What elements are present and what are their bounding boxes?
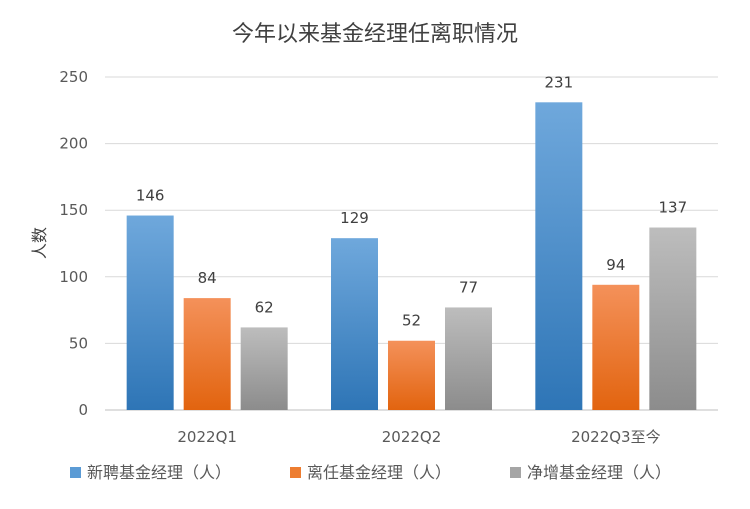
x-axis-ticks: 2022Q1 2022Q2 2022Q3至今 — [177, 428, 660, 446]
bar — [240, 327, 288, 410]
y-tick-label: 200 — [59, 135, 88, 153]
bar — [183, 298, 231, 410]
y-tick-label: 100 — [59, 268, 88, 286]
data-label: 52 — [402, 312, 421, 330]
y-tick-label: 250 — [59, 68, 88, 86]
bar — [126, 215, 174, 410]
y-tick-label: 150 — [59, 201, 88, 219]
data-label: 137 — [659, 199, 688, 217]
bar — [388, 340, 435, 410]
legend-label: 离任基金经理（人） — [307, 463, 451, 482]
data-label: 94 — [606, 256, 625, 274]
legend-swatch — [70, 467, 81, 478]
y-tick-label: 0 — [78, 401, 88, 419]
x-tick-label: 2022Q2 — [382, 428, 442, 446]
data-label: 146 — [136, 187, 165, 205]
y-axis-ticks: 0 50 100 150 200 250 — [59, 68, 88, 419]
x-tick-label: 2022Q3至今 — [571, 428, 661, 446]
data-label: 231 — [545, 73, 574, 91]
bar — [649, 227, 697, 410]
data-label: 129 — [340, 209, 369, 227]
legend-label: 新聘基金经理（人） — [87, 463, 231, 482]
y-axis-label: 人数 — [30, 227, 49, 259]
data-label: 84 — [198, 269, 217, 287]
x-tick-label: 2022Q1 — [177, 428, 237, 446]
legend-swatch — [510, 467, 521, 478]
legend-label: 净增基金经理（人） — [527, 463, 671, 482]
y-tick-label: 50 — [69, 334, 88, 352]
bar — [331, 238, 378, 410]
chart-title: 今年以来基金经理任离职情况 — [232, 22, 518, 47]
data-labels: 146 84 62 129 52 77 231 94 137 — [136, 73, 687, 329]
legend-swatch — [290, 467, 301, 478]
bar — [592, 284, 640, 410]
bars — [126, 102, 697, 411]
bar — [535, 102, 583, 411]
legend: 新聘基金经理（人） 离任基金经理（人） 净增基金经理（人） — [70, 463, 671, 482]
data-label: 62 — [255, 298, 274, 316]
bar — [445, 307, 492, 410]
data-label: 77 — [459, 278, 478, 296]
